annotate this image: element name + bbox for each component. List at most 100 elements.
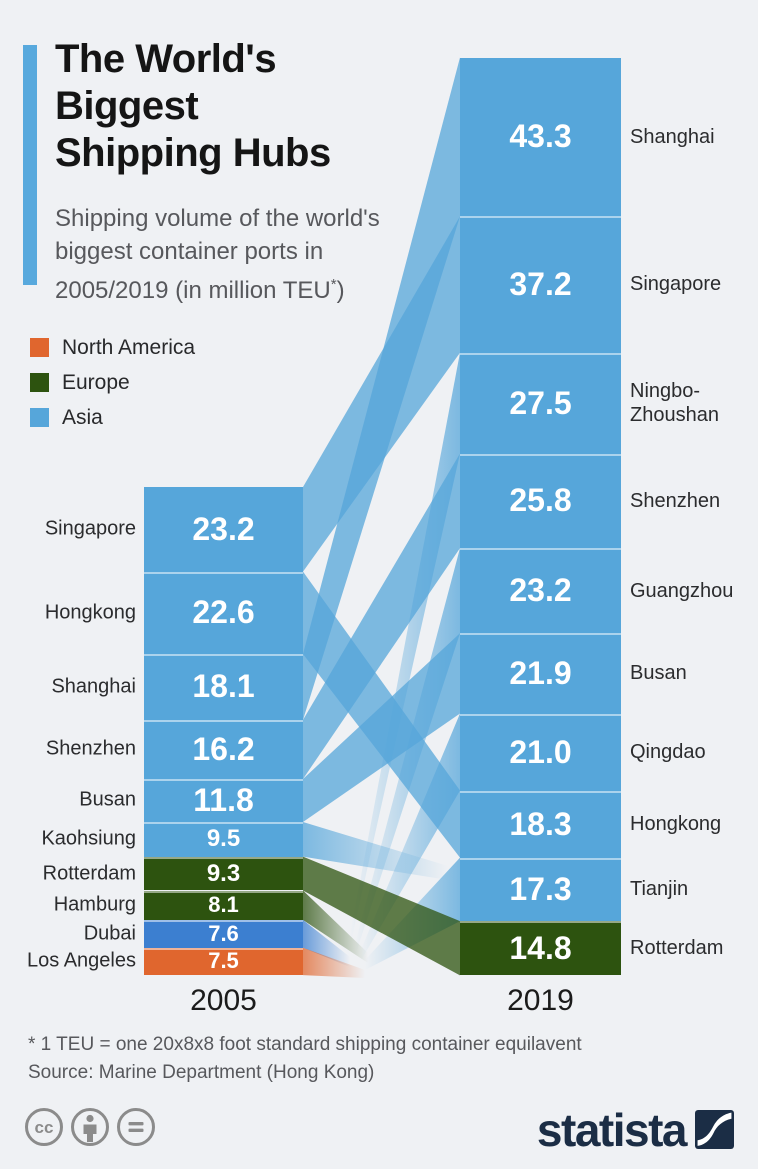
legend-item-asia: Asia bbox=[30, 400, 195, 435]
bar-2005-shenzhen: 16.2 bbox=[144, 719, 303, 779]
subtitle-line: Shipping volume of the world's bbox=[55, 205, 380, 232]
bar-2019-shanghai: 43.3 bbox=[460, 57, 621, 217]
bar-2005-rotterdam: 9.3 bbox=[144, 856, 303, 891]
axis-label-2005: 2005 bbox=[190, 984, 257, 1017]
bar-2005-hamburg: 8.1 bbox=[144, 890, 303, 921]
legend-swatch bbox=[30, 373, 49, 392]
source-line: Source: Marine Department (Hong Kong) bbox=[28, 1062, 375, 1083]
port-label-2005-kaohsiung: Kaohsiung bbox=[41, 827, 136, 850]
subtitle-line: biggest container ports in bbox=[55, 238, 324, 265]
port-label-2005-singapore: Singapore bbox=[44, 517, 136, 540]
port-label-2019-shenzhen: Shenzhen bbox=[630, 489, 721, 512]
bar-2005-los-angeles: 7.5 bbox=[144, 947, 303, 976]
flow-shenzhen bbox=[303, 453, 460, 779]
flow-out-dubai bbox=[303, 920, 350, 967]
cc-icon: cc bbox=[25, 1108, 63, 1146]
bar-2005-busan: 11.8 bbox=[144, 778, 303, 822]
bar-value: 7.6 bbox=[208, 920, 239, 946]
subtitle-line: 2005/2019 (in million TEU*) bbox=[55, 276, 345, 304]
bar-value: 43.3 bbox=[509, 118, 572, 155]
bar-2005-singapore: 23.2 bbox=[144, 487, 303, 572]
title-line: The World's bbox=[55, 37, 277, 81]
statista-mark-icon bbox=[695, 1110, 734, 1149]
flow-out-los-angeles bbox=[303, 947, 365, 978]
bar-2005-hongkong: 22.6 bbox=[144, 571, 303, 654]
svg-text:cc: cc bbox=[35, 1118, 54, 1137]
bar-value: 9.3 bbox=[206, 859, 241, 887]
chart-subtitle: Shipping volume of the world's biggest c… bbox=[55, 202, 380, 307]
bar-value: 25.8 bbox=[509, 482, 572, 519]
bar-value: 8.1 bbox=[208, 892, 239, 918]
bar-2019-tianjin: 17.3 bbox=[460, 857, 621, 922]
flow-busan bbox=[303, 633, 460, 822]
bar-value: 16.2 bbox=[192, 730, 255, 767]
flow-out-kaohsiung bbox=[303, 821, 448, 880]
legend-label: Asia bbox=[62, 405, 103, 429]
axis-label-2019: 2019 bbox=[507, 984, 574, 1017]
legend: North America Europe Asia bbox=[30, 330, 195, 435]
no-derivatives-icon bbox=[117, 1108, 155, 1146]
port-label-2005-los-angeles: Los Angeles bbox=[27, 949, 136, 972]
bar-value: 37.2 bbox=[509, 265, 572, 302]
bar-2019-guangzhou: 23.2 bbox=[460, 548, 621, 634]
bar-value: 9.5 bbox=[206, 825, 241, 853]
legend-swatch bbox=[30, 338, 49, 357]
port-label-2019-qingdao: Qingdao bbox=[630, 741, 706, 764]
bar-value: 21.9 bbox=[509, 654, 572, 691]
port-label-2005-hongkong: Hongkong bbox=[44, 601, 136, 624]
port-label-2005-busan: Busan bbox=[79, 788, 136, 811]
bar-2005-shanghai: 18.1 bbox=[144, 653, 303, 720]
port-label-2019-ningbo-zhoushan: Ningbo-Zhoushan bbox=[630, 380, 719, 427]
bar-2019-shenzhen: 25.8 bbox=[460, 453, 621, 549]
bar-value: 21.0 bbox=[509, 733, 572, 770]
bar-value: 22.6 bbox=[192, 594, 255, 631]
footnote: * 1 TEU = one 20x8x8 foot standard shipp… bbox=[28, 1034, 582, 1055]
port-label-2019-hongkong: Hongkong bbox=[630, 813, 722, 836]
flow-out-hamburg bbox=[303, 890, 368, 963]
legend-swatch bbox=[30, 408, 49, 427]
bar-2005-kaohsiung: 9.5 bbox=[144, 821, 303, 857]
attribution-icon bbox=[71, 1108, 109, 1146]
bar-value: 11.8 bbox=[193, 781, 254, 818]
port-label-2019-tianjin: Tianjin bbox=[630, 878, 689, 901]
legend-label: Europe bbox=[62, 370, 130, 394]
bar-value: 23.2 bbox=[509, 572, 572, 609]
bar-2019-rotterdam: 14.8 bbox=[460, 921, 621, 976]
port-label-2005-rotterdam: Rotterdam bbox=[42, 862, 136, 885]
port-label-2019-busan: Busan bbox=[630, 662, 687, 685]
legend-item-europe: Europe bbox=[30, 365, 195, 400]
title-line: Shipping Hubs bbox=[55, 131, 331, 175]
flow-shanghai bbox=[303, 57, 460, 720]
port-label-2019-guangzhou: Guangzhou bbox=[630, 579, 734, 602]
statista-logo: statista bbox=[536, 1103, 734, 1156]
legend-item-north-america: North America bbox=[30, 330, 195, 365]
chart-title: The World's Biggest Shipping Hubs bbox=[55, 36, 331, 177]
port-label-2005-shanghai: Shanghai bbox=[51, 675, 136, 698]
bar-2019-ningbo-zhoushan: 27.5 bbox=[460, 352, 621, 454]
port-label-2005-shenzhen: Shenzhen bbox=[45, 737, 136, 760]
port-label-2019-rotterdam: Rotterdam bbox=[630, 937, 724, 960]
flow-rotterdam bbox=[303, 856, 460, 976]
port-label-2019-shanghai: Shanghai bbox=[630, 125, 715, 148]
port-label-2005-dubai: Dubai bbox=[83, 922, 136, 945]
bar-2005-dubai: 7.6 bbox=[144, 920, 303, 948]
bar-value: 27.5 bbox=[509, 384, 572, 421]
title-accent-bar bbox=[23, 45, 37, 285]
footnote-asterisk: * bbox=[330, 276, 337, 293]
bar-value: 23.2 bbox=[192, 510, 255, 547]
bar-2019-hongkong: 18.3 bbox=[460, 790, 621, 858]
bar-2019-singapore: 37.2 bbox=[460, 216, 621, 353]
title-line: Biggest bbox=[55, 84, 199, 128]
statista-wordmark: statista bbox=[536, 1103, 688, 1156]
bar-value: 14.8 bbox=[509, 929, 572, 966]
bar-value: 18.3 bbox=[509, 805, 572, 842]
license-icons: cc bbox=[23, 1106, 157, 1148]
bar-2019-busan: 21.9 bbox=[460, 633, 621, 714]
bar-2019-qingdao: 21.0 bbox=[460, 713, 621, 791]
bar-value: 18.1 bbox=[192, 668, 255, 705]
port-label-2019-singapore: Singapore bbox=[630, 273, 722, 296]
legend-label: North America bbox=[62, 335, 196, 359]
bar-value: 7.5 bbox=[208, 948, 239, 974]
